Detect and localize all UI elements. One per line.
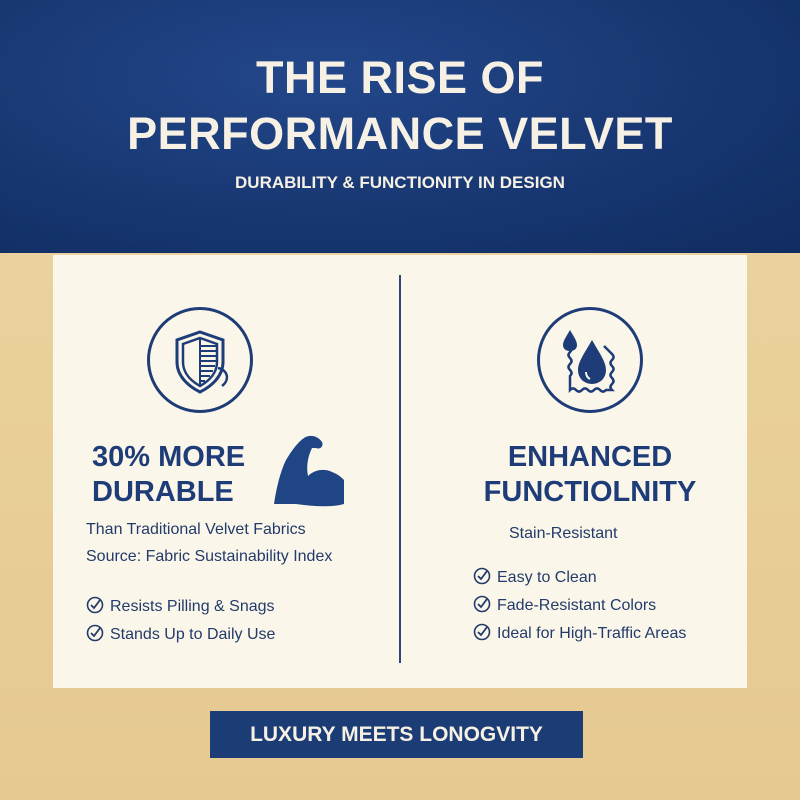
left-feature-list: Resists Pilling & Snags Stands Up to Dai… xyxy=(86,593,275,649)
durability-source: Source: Fabric Sustainability Index xyxy=(86,548,333,565)
check-circle-icon xyxy=(473,623,491,641)
durability-headline: 30% MORE DURABLE xyxy=(92,440,245,510)
title-line-2: PERFORMANCE VELVET xyxy=(127,108,673,159)
feature-text: Fade-Resistant Colors xyxy=(497,597,657,614)
headline-line-2: DURABLE xyxy=(92,476,234,508)
feature-item: Easy to Clean xyxy=(473,564,686,592)
shield-icon xyxy=(147,307,253,413)
functionality-headline: ENHANCED FUNCTIOLNITY xyxy=(400,440,780,510)
headline-line-1: 30% MORE xyxy=(92,441,246,473)
feature-item: Resists Pilling & Snags xyxy=(86,593,275,621)
feature-text: Ideal for High-Traffic Areas xyxy=(497,625,687,642)
functionality-description: Stain-Resistant xyxy=(509,525,618,542)
feature-text: Stands Up to Daily Use xyxy=(110,626,276,643)
check-circle-icon xyxy=(473,567,491,585)
divider xyxy=(399,275,401,663)
feature-text: Resists Pilling & Snags xyxy=(110,598,275,615)
feature-item: Stands Up to Daily Use xyxy=(86,621,275,649)
feature-item: Ideal for High-Traffic Areas xyxy=(473,620,686,648)
header: THE RISE OF PERFORMANCE VELVET DURABILIT… xyxy=(0,0,800,253)
headline-line-1: ENHANCED xyxy=(507,441,673,473)
headline-line-2: FUNCTIOLNITY xyxy=(483,476,697,508)
feature-item: Fade-Resistant Colors xyxy=(473,592,686,620)
durability-description: Than Traditional Velvet Fabrics xyxy=(86,521,306,538)
page-title: THE RISE OF PERFORMANCE VELVET xyxy=(0,50,800,162)
water-drop-fabric-icon xyxy=(537,307,643,413)
tagline-banner: LUXURY MEETS LONOGVITY xyxy=(210,711,583,758)
subtitle: DURABILITY & FUNCTIONITY IN DESIGN xyxy=(235,173,565,192)
title-line-1: THE RISE OF xyxy=(255,52,545,103)
check-circle-icon xyxy=(86,624,104,642)
right-feature-list: Easy to Clean Fade-Resistant Colors Idea… xyxy=(473,564,686,648)
check-circle-icon xyxy=(473,595,491,613)
feature-text: Easy to Clean xyxy=(497,569,597,586)
check-circle-icon xyxy=(86,596,104,614)
flexed-bicep-icon xyxy=(274,435,344,507)
